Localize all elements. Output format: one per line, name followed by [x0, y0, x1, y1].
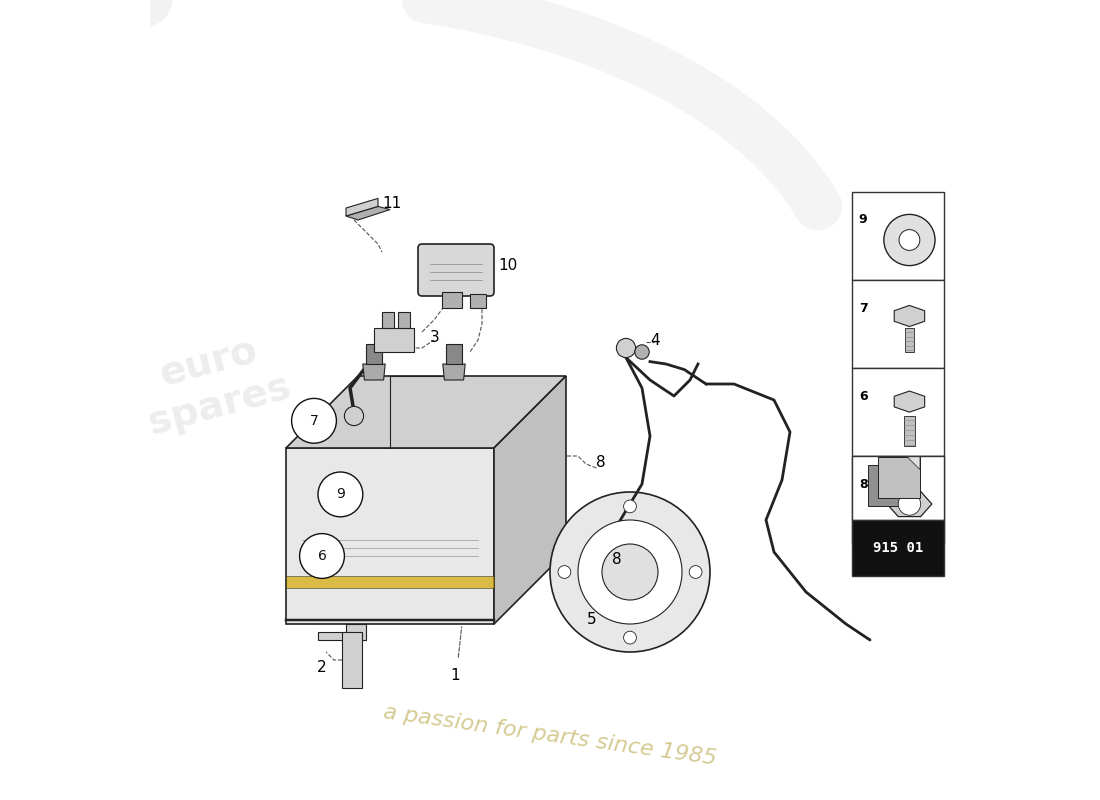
Circle shape	[292, 398, 337, 443]
Text: 10: 10	[498, 258, 517, 273]
Text: 11: 11	[382, 197, 402, 211]
Polygon shape	[908, 457, 920, 470]
Text: a passion for parts since 1985: a passion for parts since 1985	[382, 702, 718, 770]
Text: 915 01: 915 01	[873, 541, 924, 555]
Polygon shape	[443, 364, 465, 380]
Bar	[446, 344, 462, 364]
Circle shape	[616, 338, 636, 358]
Polygon shape	[894, 306, 925, 326]
Bar	[852, 192, 945, 280]
Text: 8: 8	[595, 455, 605, 470]
Bar	[398, 312, 410, 328]
Circle shape	[883, 214, 935, 266]
Polygon shape	[318, 624, 366, 640]
Text: 6: 6	[859, 390, 868, 402]
Text: 7: 7	[309, 414, 318, 428]
Text: 6: 6	[318, 549, 327, 563]
Bar	[342, 632, 362, 688]
Text: euro
spares: euro spares	[133, 326, 295, 442]
Bar	[852, 520, 945, 576]
Bar	[382, 312, 394, 328]
Text: 8: 8	[613, 553, 621, 567]
Polygon shape	[346, 206, 390, 220]
Polygon shape	[887, 491, 932, 517]
Text: 1: 1	[451, 669, 461, 683]
Polygon shape	[286, 448, 494, 624]
Bar	[442, 292, 462, 308]
Circle shape	[558, 566, 571, 578]
Polygon shape	[286, 576, 494, 588]
FancyBboxPatch shape	[418, 244, 494, 296]
Text: 9: 9	[336, 487, 344, 502]
Text: 3: 3	[430, 330, 440, 345]
Polygon shape	[346, 198, 378, 216]
Bar	[879, 457, 920, 498]
Circle shape	[299, 534, 344, 578]
Text: 7: 7	[859, 302, 868, 314]
Bar	[852, 280, 945, 368]
Polygon shape	[494, 376, 566, 624]
Circle shape	[899, 493, 921, 515]
Bar	[852, 456, 945, 544]
Bar	[904, 328, 914, 352]
Circle shape	[624, 631, 637, 644]
Circle shape	[899, 230, 920, 250]
Polygon shape	[286, 376, 566, 448]
Bar	[366, 344, 382, 364]
Text: 4: 4	[650, 333, 660, 347]
Circle shape	[578, 520, 682, 624]
Text: 9: 9	[859, 214, 868, 226]
Bar	[852, 368, 945, 456]
Circle shape	[635, 345, 649, 359]
Circle shape	[550, 492, 710, 652]
Bar	[470, 294, 486, 308]
Text: 2: 2	[317, 661, 327, 675]
Ellipse shape	[886, 518, 934, 530]
Circle shape	[602, 544, 658, 600]
Polygon shape	[363, 364, 385, 380]
Text: 5: 5	[586, 613, 596, 627]
Circle shape	[690, 566, 702, 578]
Polygon shape	[894, 391, 925, 412]
Circle shape	[624, 500, 637, 513]
Circle shape	[344, 406, 364, 426]
Bar	[374, 328, 414, 352]
Text: 8: 8	[859, 478, 868, 490]
Circle shape	[318, 472, 363, 517]
Bar	[852, 456, 945, 520]
Bar	[904, 416, 915, 446]
Bar	[868, 465, 910, 506]
